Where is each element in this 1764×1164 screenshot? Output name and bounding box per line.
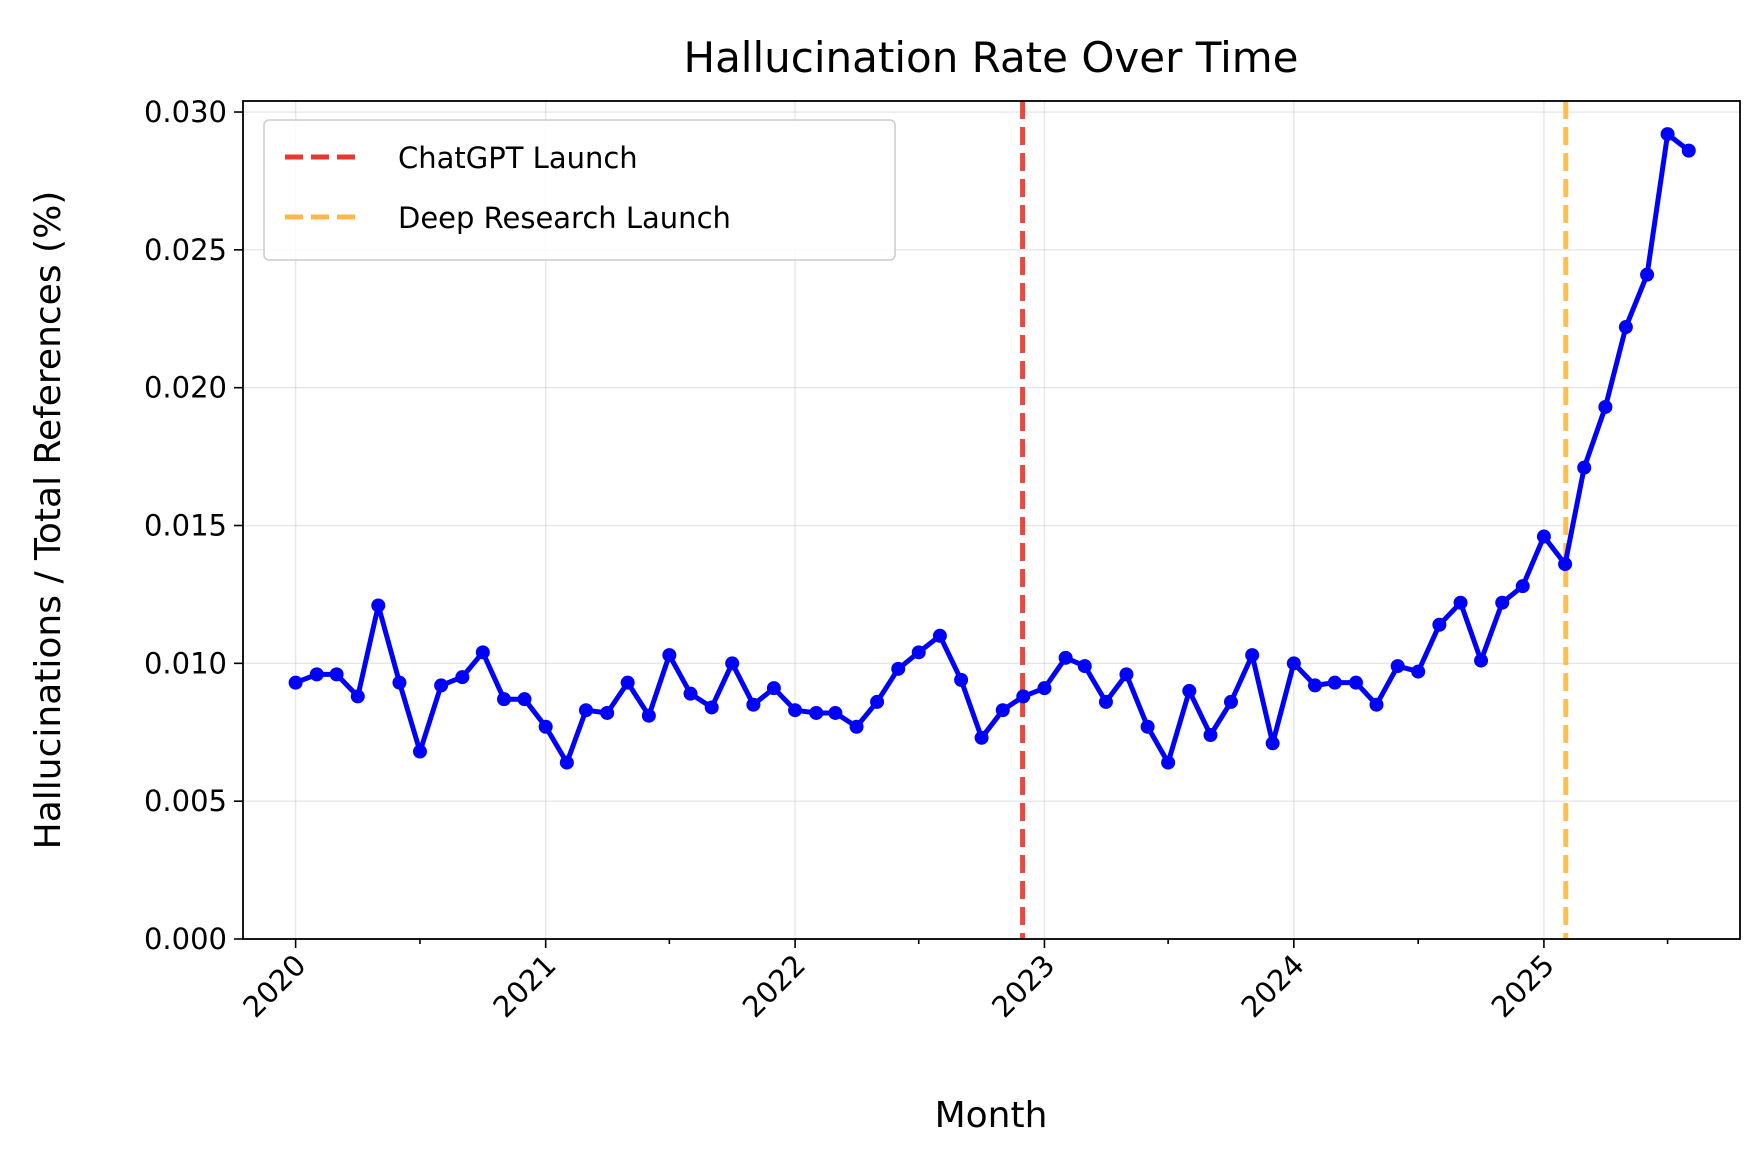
y-tick-label: 0.000 [144, 922, 227, 956]
data-point [309, 667, 324, 682]
data-point [455, 670, 470, 685]
data-point [600, 705, 615, 720]
data-point [1390, 659, 1405, 674]
data-point [1161, 755, 1176, 770]
y-tick-label: 0.030 [144, 95, 227, 129]
data-point [578, 703, 593, 718]
plot-frame [242, 100, 1741, 940]
launch-markers [1020, 101, 1569, 939]
legend: ChatGPT Launch Deep Research Launch [263, 119, 896, 261]
data-point [1308, 678, 1323, 693]
data-point [995, 703, 1010, 718]
data-point [974, 730, 989, 745]
data-point [538, 719, 553, 734]
data-point [683, 686, 698, 701]
data-point [329, 667, 344, 682]
series-layer [288, 127, 1696, 770]
data-point [1577, 460, 1592, 475]
data-point [288, 675, 303, 690]
y-tick-label: 0.020 [144, 371, 227, 405]
data-point [434, 678, 449, 693]
data-point [350, 689, 365, 704]
data-point [891, 661, 906, 676]
data-point [1016, 689, 1031, 704]
data-point [392, 675, 407, 690]
data-point [1598, 399, 1613, 414]
data-point [809, 705, 824, 720]
data-point [1327, 675, 1342, 690]
data-point [1515, 579, 1530, 594]
data-point [1558, 557, 1573, 572]
data-point [725, 656, 740, 671]
data-point [766, 681, 781, 696]
data-point [641, 708, 656, 723]
data-point [1245, 648, 1260, 663]
x-axis-label: Month [935, 1095, 1048, 1136]
data-point [1223, 694, 1238, 709]
data-point [1411, 664, 1426, 679]
data-point [1077, 659, 1092, 674]
legend-box [263, 119, 896, 261]
legend-label-chatgpt-launch: ChatGPT Launch [398, 141, 638, 175]
data-point [1182, 683, 1197, 698]
data-point [849, 719, 864, 734]
y-tick-label: 0.010 [144, 646, 227, 680]
data-point [475, 645, 490, 660]
data-point [932, 628, 947, 643]
data-point [828, 705, 843, 720]
data-point [497, 692, 512, 707]
data-point [911, 645, 926, 660]
data-point [412, 744, 427, 759]
data-point [1098, 694, 1113, 709]
y-tick-label: 0.025 [144, 233, 227, 267]
data-point [559, 755, 574, 770]
legend-label-deep-research-launch: Deep Research Launch [398, 201, 731, 235]
data-point [1618, 320, 1633, 335]
y-tick-label: 0.015 [144, 509, 227, 543]
data-point [1495, 595, 1510, 610]
data-point [1286, 656, 1301, 671]
data-point [517, 692, 532, 707]
data-point [870, 694, 885, 709]
data-point [1058, 650, 1073, 665]
data-point [704, 700, 719, 715]
data-point [1681, 143, 1696, 158]
data-point [371, 598, 386, 613]
data-point [1474, 653, 1489, 668]
data-point [1640, 267, 1655, 282]
data-point [662, 648, 677, 663]
data-point [788, 703, 803, 718]
y-axis-label: Hallucinations / Total References (%) [28, 191, 69, 850]
chart-title: Hallucination Rate Over Time [683, 33, 1298, 82]
data-point [746, 697, 761, 712]
data-point [1203, 728, 1218, 743]
data-point [1349, 675, 1364, 690]
data-point [1140, 719, 1155, 734]
data-point [1432, 617, 1447, 632]
data-point [954, 672, 969, 687]
data-point [1453, 595, 1468, 610]
data-point [1037, 681, 1052, 696]
data-point [1265, 736, 1280, 751]
data-point [1536, 529, 1551, 544]
y-tick-label: 0.005 [144, 784, 227, 818]
data-point [1369, 697, 1384, 712]
data-point [1660, 127, 1675, 142]
data-point [1119, 667, 1134, 682]
data-point [620, 675, 635, 690]
